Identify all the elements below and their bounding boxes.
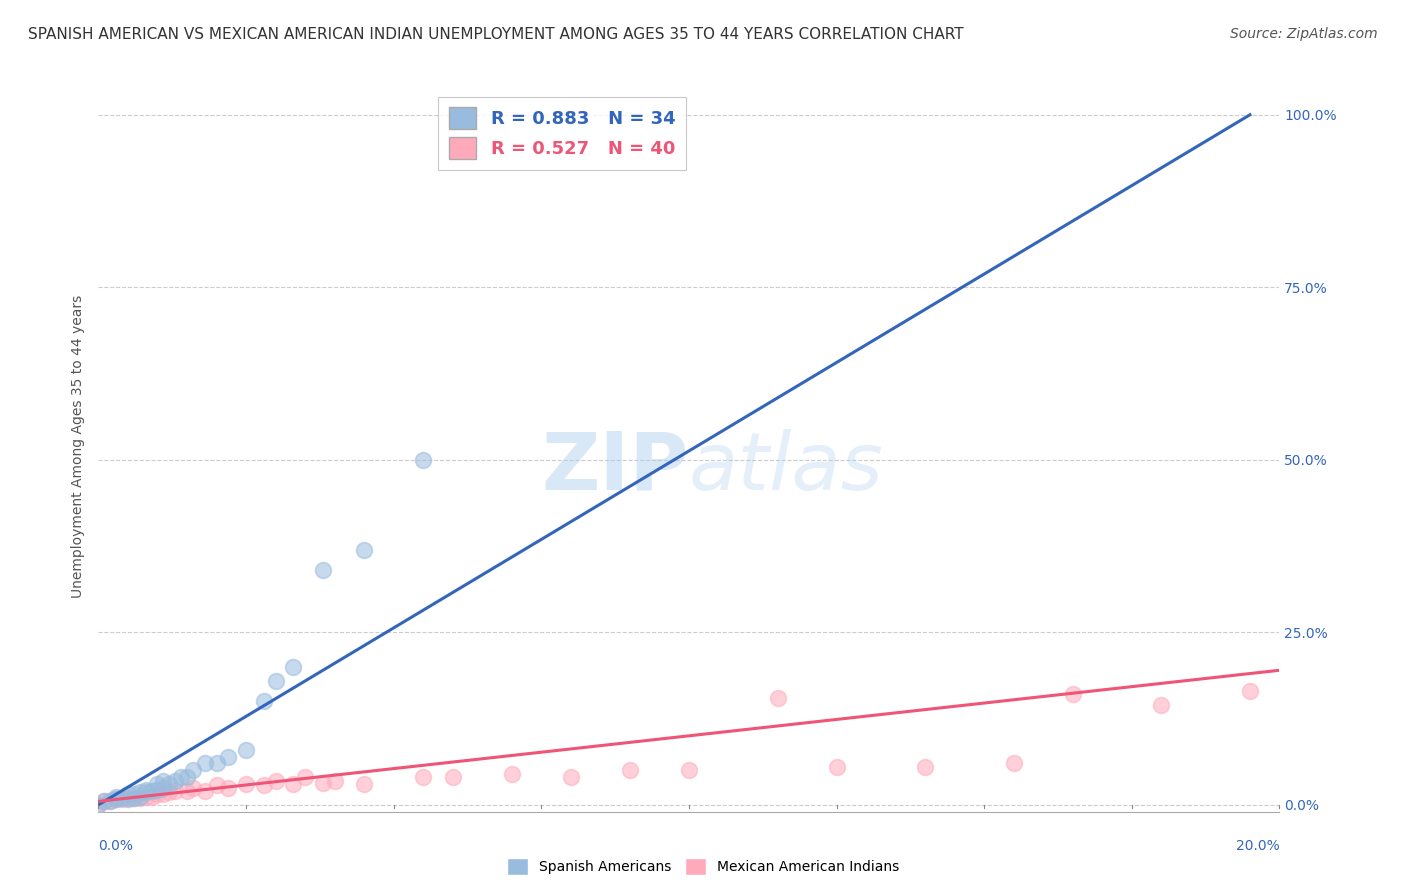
Point — [312, 563, 335, 577]
Point — [152, 780, 174, 795]
Point — [105, 792, 128, 806]
Point — [135, 789, 157, 804]
Point — [501, 766, 523, 780]
Point — [323, 773, 346, 788]
Text: SPANISH AMERICAN VS MEXICAN AMERICAN INDIAN UNEMPLOYMENT AMONG AGES 35 TO 44 YEA: SPANISH AMERICAN VS MEXICAN AMERICAN IND… — [28, 27, 963, 42]
Text: 0.0%: 0.0% — [98, 839, 134, 854]
Point — [117, 792, 139, 806]
Point — [111, 791, 134, 805]
Point — [619, 764, 641, 778]
Point — [152, 773, 174, 788]
Point — [253, 779, 276, 793]
Point — [93, 794, 115, 808]
Point — [283, 660, 305, 674]
Point — [165, 773, 187, 788]
Point — [135, 782, 157, 797]
Point — [1002, 756, 1025, 771]
Point — [1062, 687, 1084, 701]
Point — [176, 784, 198, 798]
Point — [412, 770, 434, 784]
Point — [117, 791, 139, 805]
Text: atlas: atlas — [689, 429, 884, 507]
Point — [141, 784, 163, 798]
Point — [235, 777, 257, 791]
Point — [441, 770, 464, 784]
Point — [294, 770, 316, 784]
Point — [98, 794, 121, 808]
Point — [678, 764, 700, 778]
Point — [93, 794, 115, 808]
Legend: Spanish Americans, Mexican American Indians: Spanish Americans, Mexican American Indi… — [502, 853, 904, 880]
Point — [165, 784, 187, 798]
Point — [141, 789, 163, 804]
Point — [205, 756, 228, 771]
Point — [122, 791, 145, 805]
Point — [117, 788, 139, 802]
Point — [122, 791, 145, 805]
Point — [181, 780, 204, 795]
Point — [194, 756, 217, 771]
Point — [152, 788, 174, 802]
Point — [128, 785, 150, 799]
Point — [194, 784, 217, 798]
Point — [128, 789, 150, 804]
Point — [146, 788, 169, 802]
Text: Source: ZipAtlas.com: Source: ZipAtlas.com — [1230, 27, 1378, 41]
Point — [181, 764, 204, 778]
Point — [825, 760, 848, 774]
Point — [353, 777, 375, 791]
Point — [766, 690, 789, 705]
Point — [105, 792, 128, 806]
Point — [170, 770, 193, 784]
Point — [914, 760, 936, 774]
Point — [412, 452, 434, 467]
Point — [146, 777, 169, 791]
Point — [235, 742, 257, 756]
Point — [157, 777, 180, 791]
Point — [253, 694, 276, 708]
Legend: R = 0.883   N = 34, R = 0.527   N = 40: R = 0.883 N = 34, R = 0.527 N = 40 — [439, 96, 686, 169]
Point — [122, 788, 145, 802]
Point — [105, 789, 128, 804]
Point — [176, 770, 198, 784]
Point — [111, 792, 134, 806]
Text: 20.0%: 20.0% — [1236, 839, 1279, 854]
Point — [205, 779, 228, 793]
Point — [98, 794, 121, 808]
Point — [283, 777, 305, 791]
Text: ZIP: ZIP — [541, 429, 689, 507]
Point — [87, 797, 110, 812]
Y-axis label: Unemployment Among Ages 35 to 44 years: Unemployment Among Ages 35 to 44 years — [70, 294, 84, 598]
Point — [217, 780, 239, 795]
Point — [1150, 698, 1173, 712]
Point — [157, 785, 180, 799]
Point — [560, 770, 582, 784]
Point — [128, 791, 150, 805]
Point — [87, 797, 110, 812]
Point — [353, 542, 375, 557]
Point — [1239, 684, 1261, 698]
Point — [264, 673, 287, 688]
Point — [264, 773, 287, 788]
Point — [135, 785, 157, 799]
Point — [312, 776, 335, 790]
Point — [217, 749, 239, 764]
Point — [146, 782, 169, 797]
